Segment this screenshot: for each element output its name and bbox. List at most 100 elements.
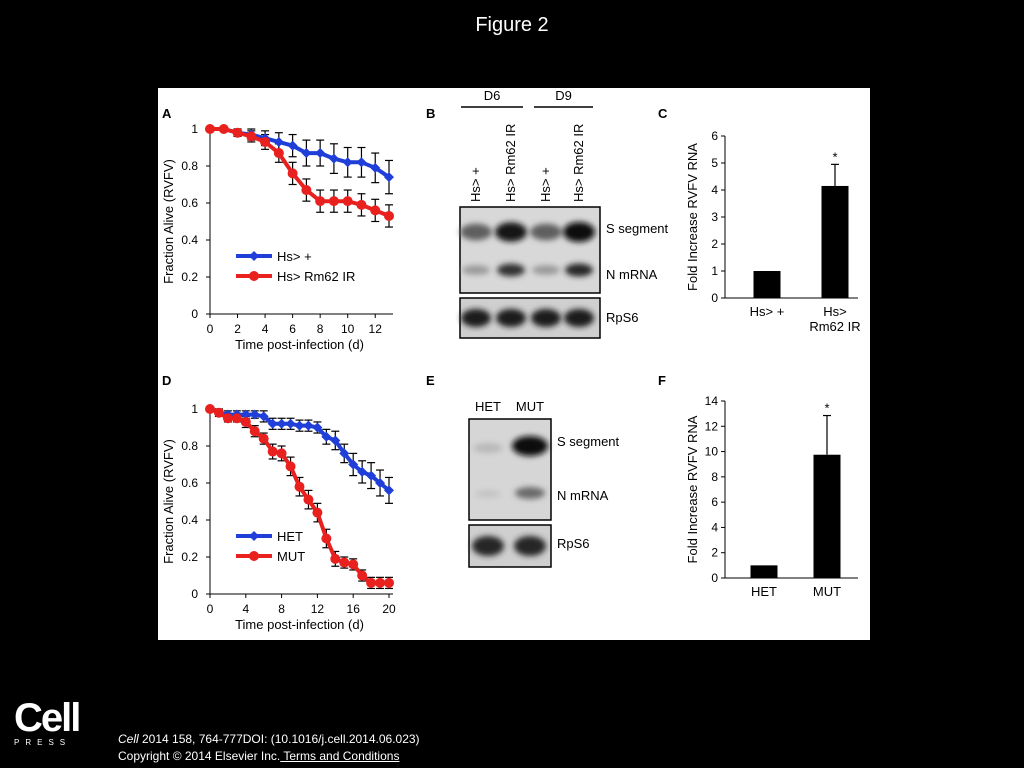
data-point xyxy=(273,136,284,147)
blot-band-rps6 xyxy=(472,536,504,556)
data-point xyxy=(301,185,312,196)
legend-label: MUT xyxy=(277,549,305,564)
data-point xyxy=(312,422,323,433)
blot-band-label: S segment xyxy=(606,221,669,236)
category-label: Hs> xyxy=(823,304,846,319)
y-tick-label: 0 xyxy=(711,291,718,305)
blot-membrane xyxy=(468,418,552,521)
x-tick-label: 12 xyxy=(369,322,383,336)
data-point xyxy=(287,140,298,151)
data-point xyxy=(321,533,332,544)
y-tick-label: 0 xyxy=(191,307,198,321)
data-point xyxy=(301,148,312,159)
y-tick-label: 0.6 xyxy=(181,196,198,210)
category-label: MUT xyxy=(813,584,841,599)
slide-title: Figure 2 xyxy=(475,14,549,36)
legend-marker xyxy=(249,551,259,561)
logo-subtext: PRESS xyxy=(14,738,72,747)
copyright-text: Copyright © 2014 Elsevier Inc. xyxy=(118,749,281,763)
data-point xyxy=(366,577,377,588)
y-tick-label: 6 xyxy=(711,129,718,143)
significance-star: * xyxy=(832,149,837,164)
panel-letter-e: E xyxy=(426,373,435,388)
blot-band-n-mrna xyxy=(475,490,501,498)
data-point xyxy=(258,433,269,444)
legend-marker xyxy=(249,531,259,541)
y-tick-label: 8 xyxy=(711,470,718,484)
panel-letter-f: F xyxy=(658,373,666,388)
data-point xyxy=(342,196,353,207)
data-point xyxy=(375,478,386,488)
data-point xyxy=(315,148,326,159)
x-tick-label: 0 xyxy=(207,602,214,616)
y-tick-label: 2 xyxy=(711,237,718,251)
data-point xyxy=(339,557,350,568)
data-point xyxy=(232,127,243,138)
x-tick-label: 20 xyxy=(382,602,396,616)
x-axis-label: Time post-infection (d) xyxy=(235,337,364,352)
citation-line: Cell 2014 158, 764-777DOI: (10.1016/j.ce… xyxy=(118,731,420,748)
legend-marker xyxy=(249,251,259,261)
y-tick-label: 0 xyxy=(711,571,718,585)
data-point xyxy=(287,168,298,179)
blot-lane-label: Hs> + xyxy=(538,167,553,202)
data-point xyxy=(348,559,359,570)
blot-band-n-mrna xyxy=(515,487,545,499)
data-point xyxy=(348,459,359,470)
y-tick-label: 6 xyxy=(711,495,718,509)
data-point xyxy=(267,446,278,457)
blot-band-label: N mRNA xyxy=(557,488,609,503)
data-point xyxy=(222,413,233,424)
blot-e: HET MUT S segment N mRNA RpS6 xyxy=(468,399,620,568)
citation-journal: Cell xyxy=(118,732,139,746)
data-point xyxy=(303,494,314,505)
data-point xyxy=(356,157,367,168)
blot-band-s-segment xyxy=(460,223,492,241)
blot-band-rps6 xyxy=(514,536,546,556)
panel-letter-c: C xyxy=(658,106,668,121)
panel-letter-b: B xyxy=(426,106,435,121)
data-point xyxy=(384,485,394,496)
data-point xyxy=(357,570,368,581)
panel-letter-d: D xyxy=(162,373,171,388)
y-tick-label: 1 xyxy=(711,264,718,278)
data-point xyxy=(294,481,305,492)
chart-d: 0 0.2 0.4 0.6 0.8 1 0 4 8 12 16 20 Time post-infecti… xyxy=(161,402,396,632)
blot-band-rps6 xyxy=(564,309,594,327)
category-label: HET xyxy=(751,584,777,599)
x-axis-label: Time post-infection (d) xyxy=(235,617,364,632)
x-tick-label: 2 xyxy=(234,322,241,336)
data-point xyxy=(294,420,305,431)
data-point xyxy=(315,196,326,207)
data-point xyxy=(205,124,215,134)
data-point xyxy=(339,448,350,459)
data-point xyxy=(342,157,353,168)
blot-band-rps6 xyxy=(461,309,491,327)
blot-lane-label: Hs> + xyxy=(468,167,483,202)
legend-label: Hs> + xyxy=(277,249,312,264)
y-tick-label: 1 xyxy=(191,402,198,416)
legend-marker xyxy=(249,271,259,281)
data-point xyxy=(273,148,284,159)
terms-link[interactable]: Terms and Conditions xyxy=(280,749,400,763)
data-point xyxy=(303,420,314,431)
y-tick-label: 14 xyxy=(705,394,719,408)
blot-band-s-segment xyxy=(530,223,562,241)
x-tick-label: 16 xyxy=(347,602,361,616)
blot-membrane xyxy=(459,206,601,294)
blot-band-s-segment xyxy=(563,222,595,242)
bar xyxy=(753,271,781,298)
data-point xyxy=(357,466,368,477)
y-tick-label: 0.2 xyxy=(181,550,198,564)
data-point xyxy=(218,124,229,134)
y-axis-label: Fraction Alive (RVFV) xyxy=(161,159,176,284)
data-point xyxy=(246,131,257,142)
y-tick-label: 0.4 xyxy=(181,513,198,527)
data-point xyxy=(249,409,260,420)
blot-lane-label: Hs> Rm62 IR xyxy=(571,124,586,202)
blot-lane-label: Hs> Rm62 IR xyxy=(503,124,518,202)
significance-star: * xyxy=(824,401,829,416)
blot-b: D6 D9 Hs> + Hs> Rm62 IR Hs> + Hs> Rm62 IR S se… xyxy=(459,88,669,339)
y-tick-label: 0.6 xyxy=(181,476,198,490)
